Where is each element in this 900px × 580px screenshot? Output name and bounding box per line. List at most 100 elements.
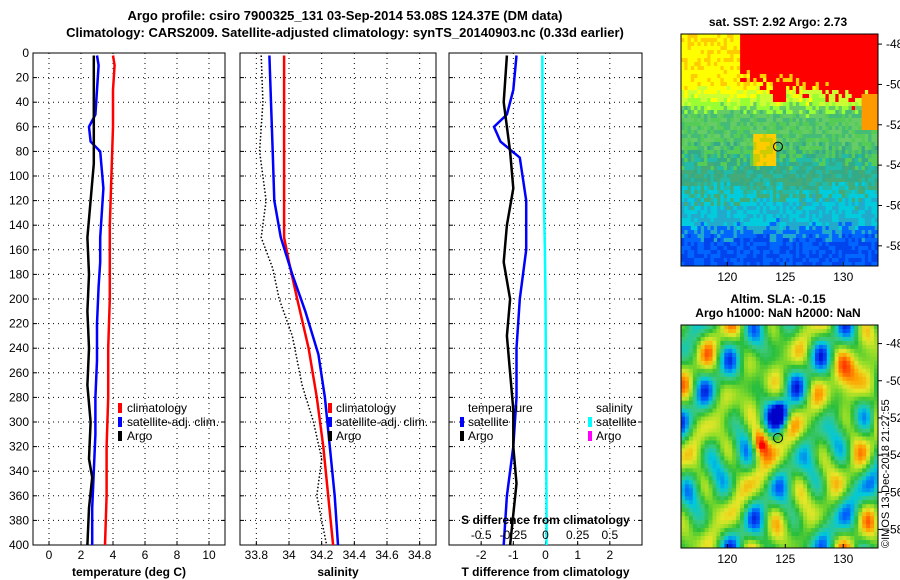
map-cell	[874, 94, 879, 99]
map-cell	[720, 258, 725, 263]
map-cell	[712, 408, 717, 414]
map-cell	[744, 360, 749, 366]
map-cell	[749, 78, 754, 83]
map-cell	[688, 436, 694, 441]
map-cell	[776, 138, 780, 143]
map-cell	[779, 38, 784, 43]
map-cell	[747, 484, 753, 489]
map-cell	[688, 336, 694, 342]
map-cell	[815, 46, 820, 51]
map-cell	[724, 328, 729, 334]
map-cell	[786, 186, 790, 191]
map-cell	[687, 54, 692, 59]
map-cell	[724, 536, 729, 541]
map-cell	[740, 98, 744, 103]
map-cell	[726, 186, 731, 191]
map-cell	[712, 332, 717, 338]
map-cell	[759, 42, 764, 47]
map-cell	[812, 70, 817, 75]
map-cell	[740, 226, 744, 231]
map-cell	[763, 154, 767, 159]
map-cell	[708, 528, 713, 533]
map-cell	[733, 142, 738, 147]
map-cell	[708, 356, 713, 362]
map-cell	[755, 464, 761, 469]
map-cell	[868, 110, 872, 115]
map-cell	[845, 250, 849, 255]
map-cell	[874, 214, 879, 219]
map-cell	[861, 82, 866, 87]
map-cell	[712, 368, 717, 374]
map-cell	[776, 186, 780, 191]
map-cell	[736, 218, 741, 223]
map-cell	[848, 198, 853, 203]
sla-map-title-1: Altim. SLA: -0.15	[730, 292, 826, 306]
map-cell	[681, 352, 686, 358]
map-cell	[694, 258, 698, 263]
map-cell	[688, 468, 694, 473]
map-cell	[751, 420, 757, 425]
map-cell	[717, 162, 721, 167]
map-cell	[700, 98, 705, 103]
map-cell	[684, 262, 688, 267]
map-cell	[766, 62, 771, 67]
map-cell	[759, 504, 765, 509]
map-cell	[772, 46, 777, 51]
map-cell	[696, 468, 702, 473]
map-cell	[858, 146, 862, 151]
map-cell	[763, 98, 767, 103]
map-cell	[746, 42, 751, 47]
map-cell	[759, 480, 765, 485]
legend-swatch-argo	[118, 431, 122, 441]
map-cell	[724, 484, 729, 489]
map-cell	[744, 340, 749, 346]
map-cell	[848, 126, 853, 131]
map-cell	[730, 262, 734, 267]
map-cell	[756, 246, 761, 251]
map-cell	[736, 464, 741, 469]
map-cell	[730, 34, 734, 39]
map-cell	[692, 456, 698, 461]
map-cell	[684, 400, 690, 406]
map-cell	[717, 142, 721, 147]
map-cell	[743, 190, 748, 195]
map-cell	[832, 66, 836, 71]
map-cell	[795, 46, 800, 51]
difference-legend: temperature satellite Argo salinity sate…	[460, 401, 637, 443]
map-cell	[681, 78, 685, 83]
map-cell	[749, 122, 754, 127]
map-cell	[795, 190, 800, 195]
map-cell	[855, 82, 859, 87]
map-cell	[864, 238, 869, 243]
map-cell	[749, 194, 754, 199]
title-line-1: Argo profile: csiro 7900325_131 03-Sep-2…	[128, 8, 563, 23]
map-cell	[720, 82, 725, 87]
map-cell	[690, 138, 695, 143]
map-cell	[868, 238, 872, 243]
map-cell	[874, 258, 879, 263]
map-cell	[759, 174, 764, 179]
map-cell	[861, 74, 866, 79]
map-cell	[710, 142, 715, 147]
map-cell	[744, 440, 749, 445]
map-cell	[795, 178, 800, 183]
map-cell	[802, 154, 807, 159]
y-tick-label: 260	[9, 366, 29, 380]
legend-swatch-climatology	[328, 403, 332, 413]
map-cell	[749, 130, 754, 135]
map-cell	[782, 70, 787, 75]
map-cell	[855, 62, 859, 67]
map-cell	[868, 158, 872, 163]
map-cell	[769, 222, 774, 227]
map-cell	[696, 428, 702, 433]
map-cell	[740, 38, 744, 43]
map-cell	[848, 146, 853, 151]
y-tick-label: 160	[9, 243, 29, 257]
map-cell	[713, 38, 718, 43]
map-cell	[720, 372, 725, 378]
map-cell	[851, 106, 856, 111]
map-cell	[753, 190, 757, 195]
map-cell	[861, 98, 866, 103]
map-cell	[743, 142, 748, 147]
map-cell	[805, 238, 810, 243]
